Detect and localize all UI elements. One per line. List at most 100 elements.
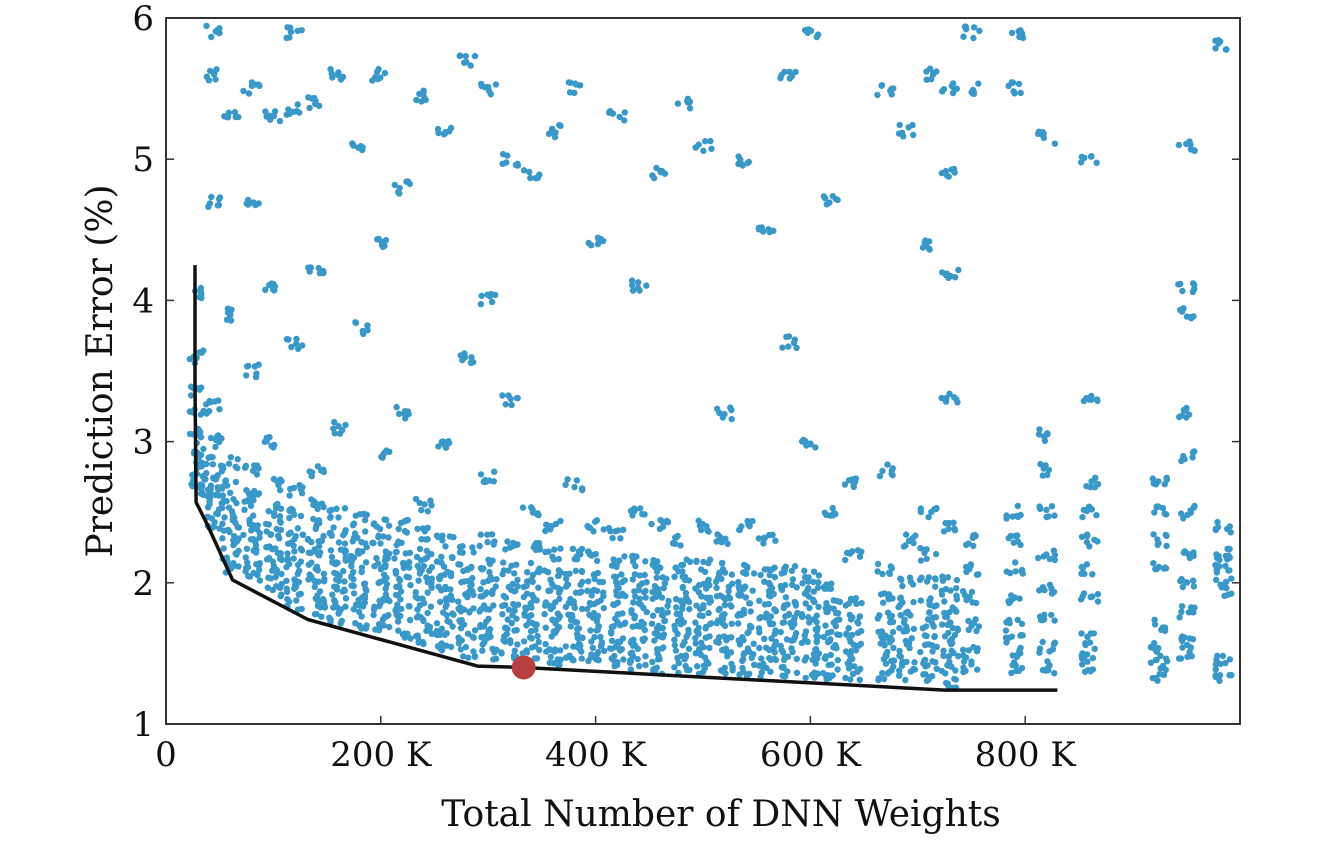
- data-point: [740, 637, 747, 644]
- data-point: [363, 622, 370, 629]
- data-point: [291, 548, 298, 555]
- data-point: [1084, 633, 1091, 640]
- data-point: [917, 508, 925, 516]
- data-point: [812, 645, 820, 653]
- data-point: [447, 592, 454, 599]
- data-point: [701, 654, 709, 661]
- data-point: [263, 113, 270, 120]
- data-point: [1041, 586, 1048, 594]
- data-point: [462, 53, 469, 60]
- data-point: [1012, 568, 1019, 575]
- data-point: [527, 174, 534, 182]
- data-point: [783, 333, 790, 341]
- data-point: [342, 527, 349, 534]
- data-point: [489, 557, 496, 564]
- data-point: [887, 614, 894, 621]
- data-point: [225, 460, 233, 467]
- data-point: [212, 436, 220, 444]
- data-point: [940, 647, 947, 654]
- data-point: [230, 496, 237, 503]
- data-point: [220, 545, 227, 552]
- data-point: [648, 620, 656, 627]
- data-point: [772, 537, 779, 544]
- data-point: [921, 657, 928, 665]
- data-point: [970, 542, 977, 549]
- data-point: [728, 415, 735, 423]
- data-point: [588, 588, 595, 595]
- data-point: [562, 481, 569, 488]
- data-point: [535, 584, 542, 591]
- data-point: [1186, 635, 1193, 642]
- data-point: [820, 670, 827, 677]
- data-point: [284, 555, 291, 562]
- data-point: [659, 518, 667, 525]
- data-point: [505, 392, 512, 399]
- data-point: [435, 129, 442, 137]
- data-point: [879, 669, 886, 677]
- data-point: [717, 667, 725, 674]
- data-point: [916, 576, 924, 583]
- data-point: [290, 484, 298, 492]
- data-point: [887, 634, 894, 641]
- data-point: [813, 638, 820, 646]
- data-point: [777, 628, 784, 636]
- data-point: [405, 564, 413, 571]
- data-point: [358, 601, 365, 609]
- data-point: [428, 564, 436, 571]
- data-point: [953, 585, 960, 592]
- data-point: [433, 558, 441, 565]
- data-point: [740, 668, 747, 675]
- data-point: [455, 598, 462, 605]
- data-point: [700, 147, 707, 154]
- data-point: [676, 611, 684, 619]
- data-point: [206, 407, 213, 415]
- data-point: [697, 605, 704, 613]
- data-point: [364, 322, 371, 329]
- data-point: [299, 342, 306, 349]
- data-point: [456, 52, 463, 60]
- data-point: [899, 658, 906, 665]
- data-point: [897, 612, 904, 619]
- data-point: [418, 506, 425, 514]
- data-point: [501, 601, 509, 609]
- data-point: [923, 641, 930, 648]
- data-point: [737, 156, 744, 163]
- data-point: [293, 597, 300, 604]
- data-point: [542, 640, 549, 648]
- data-point: [772, 656, 780, 664]
- data-point: [1217, 660, 1224, 668]
- data-point: [1078, 630, 1085, 637]
- data-point: [545, 548, 552, 555]
- data-point: [544, 569, 552, 576]
- data-point: [1051, 140, 1059, 147]
- data-point: [1009, 513, 1016, 520]
- data-point: [767, 621, 774, 628]
- data-point: [655, 563, 662, 571]
- y-tick-label: 4: [132, 281, 154, 321]
- data-point: [888, 467, 895, 474]
- data-point: [931, 575, 939, 582]
- data-point: [541, 610, 548, 618]
- data-point: [328, 553, 336, 561]
- data-point: [620, 656, 627, 663]
- data-point: [421, 555, 429, 563]
- data-point: [601, 647, 608, 654]
- data-point: [396, 190, 403, 197]
- data-point: [415, 577, 422, 584]
- data-point: [890, 663, 897, 670]
- data-point: [908, 635, 915, 642]
- data-point: [605, 524, 613, 532]
- data-point: [350, 568, 357, 576]
- pareto-frontier-line: [193, 265, 1058, 692]
- data-point: [1084, 531, 1091, 538]
- data-point: [546, 646, 553, 653]
- data-point: [720, 594, 727, 601]
- data-point: [951, 527, 959, 534]
- data-point: [802, 628, 810, 635]
- data-point: [1036, 426, 1043, 433]
- data-point: [847, 676, 854, 683]
- data-point: [270, 112, 278, 120]
- data-point: [283, 588, 291, 596]
- data-point: [1018, 566, 1026, 574]
- data-point: [297, 486, 304, 493]
